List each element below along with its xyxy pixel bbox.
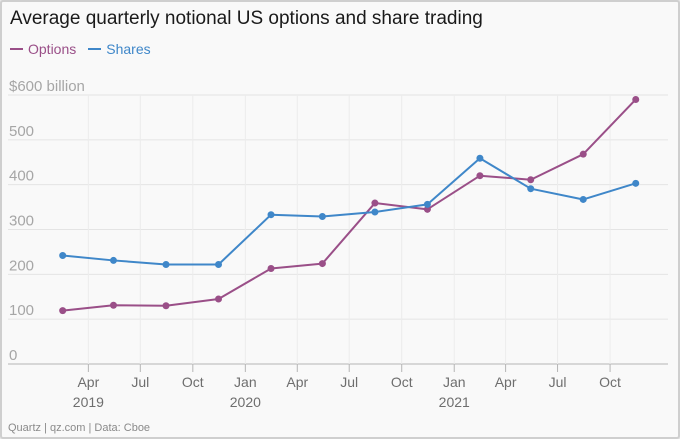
data-point-options (267, 265, 275, 273)
y-tick-label: 0 (9, 347, 17, 364)
legend-item-options: Options (10, 41, 76, 57)
data-point-options (215, 295, 223, 303)
data-point-shares (162, 260, 170, 268)
data-point-shares (527, 185, 535, 193)
legend: Options Shares (10, 41, 151, 57)
data-point-options (476, 172, 484, 180)
legend-item-shares: Shares (88, 41, 151, 57)
x-tick-label: Apr (495, 374, 517, 390)
data-point-shares (267, 211, 275, 219)
x-year-label: 2021 (439, 394, 470, 410)
y-tick-label: 500 (9, 123, 34, 140)
data-point-options (632, 95, 640, 103)
data-point-shares (371, 208, 379, 216)
data-point-options (162, 302, 170, 310)
series-line-shares (62, 157, 637, 266)
data-point-shares (476, 154, 484, 162)
data-point-options (109, 301, 117, 309)
x-year-label: 2020 (230, 394, 261, 410)
x-tick-label: Jul (549, 374, 567, 390)
legend-swatch-options (10, 48, 23, 50)
x-tick-label: Oct (599, 374, 621, 390)
data-point-shares (423, 200, 431, 208)
x-year-label: 2019 (73, 394, 104, 410)
data-point-options (318, 260, 326, 268)
data-point-options (371, 199, 379, 207)
legend-label-options: Options (28, 41, 77, 57)
data-point-options (527, 176, 535, 184)
series-line-options (62, 98, 637, 312)
data-point-shares (109, 256, 117, 264)
chart-title: Average quarterly notional US options an… (10, 8, 483, 29)
legend-swatch-shares (88, 48, 102, 50)
data-point-shares (632, 179, 640, 187)
data-point-options (579, 150, 587, 158)
x-tick-label: Apr (286, 374, 308, 390)
data-point-options (59, 307, 67, 315)
x-tick-label: Oct (391, 374, 413, 390)
y-tick-label: $600 billion (9, 78, 85, 95)
y-tick-label: 100 (9, 302, 34, 319)
x-tick-label: Jan (234, 374, 257, 390)
source-note: Quartz | qz.com | Data: Cboe (8, 422, 151, 434)
x-tick-label: Apr (77, 374, 99, 390)
data-point-shares (318, 212, 326, 220)
y-tick-label: 400 (9, 168, 34, 185)
x-tick-label: Jul (340, 374, 358, 390)
y-tick-label: 200 (9, 257, 34, 274)
x-tick-label: Jul (131, 374, 149, 390)
legend-label-shares: Shares (106, 41, 151, 57)
x-tick-label: Oct (182, 374, 204, 390)
data-point-options (423, 205, 431, 213)
x-tick-label: Jan (443, 374, 466, 390)
data-point-shares (579, 195, 587, 203)
data-point-shares (215, 260, 223, 268)
y-tick-label: 300 (9, 213, 34, 230)
data-point-shares (59, 252, 67, 260)
